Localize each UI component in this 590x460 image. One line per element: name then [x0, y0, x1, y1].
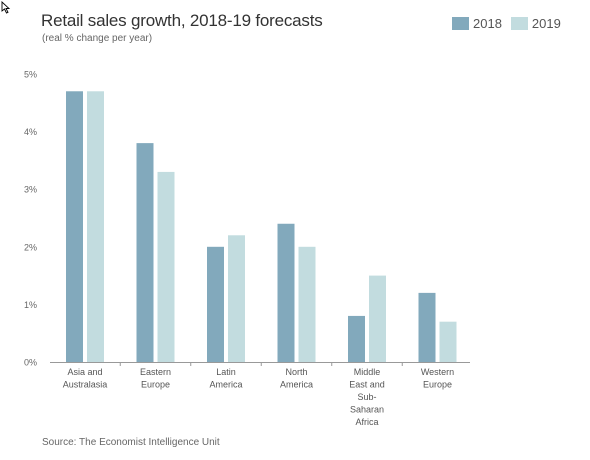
x-category-label: Eastern Europe: [140, 367, 171, 390]
y-tick-label: 0%: [24, 358, 37, 368]
bar-2018-1: [136, 143, 154, 362]
legend: 2018 2019: [452, 16, 570, 31]
bar-2019-4: [369, 275, 386, 362]
x-category-label: Asia and Australasia: [63, 367, 108, 390]
y-tick-label: 5%: [24, 70, 37, 80]
bar-2018-4: [348, 315, 365, 362]
x-category-label: Western Europe: [421, 367, 454, 390]
legend-label-2018: 2018: [473, 16, 502, 31]
bar-2019-1: [157, 171, 175, 362]
x-category-label: Middle East and Sub-Saharan Africa: [349, 367, 385, 427]
bar-2019-3: [298, 246, 316, 362]
legend-swatch-2018: [452, 17, 469, 30]
y-tick-label: 2%: [24, 242, 37, 252]
bar-2018-2: [207, 246, 224, 362]
legend-item-2018: 2018: [452, 16, 502, 31]
x-category-label: North America: [280, 367, 313, 390]
y-tick-label: 3%: [24, 185, 37, 195]
cursor-icon: [1, 1, 11, 14]
y-tick-label: 1%: [24, 300, 37, 310]
bar-2019-0: [87, 91, 104, 362]
legend-swatch-2019: [510, 17, 528, 30]
chart-title: Retail sales growth, 2018-19 forecasts: [41, 11, 323, 30]
source-note: Source: The Economist Intelligence Unit: [42, 437, 220, 448]
legend-item-2019: 2019: [510, 16, 561, 31]
bar-2018-0: [66, 91, 83, 362]
x-category-label: Latin America: [209, 367, 242, 390]
y-tick-label: 4%: [24, 127, 37, 137]
bar-2019-5: [439, 321, 457, 362]
legend-label-2019: 2019: [531, 16, 561, 31]
bar-2018-3: [277, 223, 295, 362]
chart-subtitle: (real % change per year): [42, 33, 153, 44]
bar-2018-5: [418, 292, 436, 362]
bar-2019-2: [228, 235, 245, 362]
